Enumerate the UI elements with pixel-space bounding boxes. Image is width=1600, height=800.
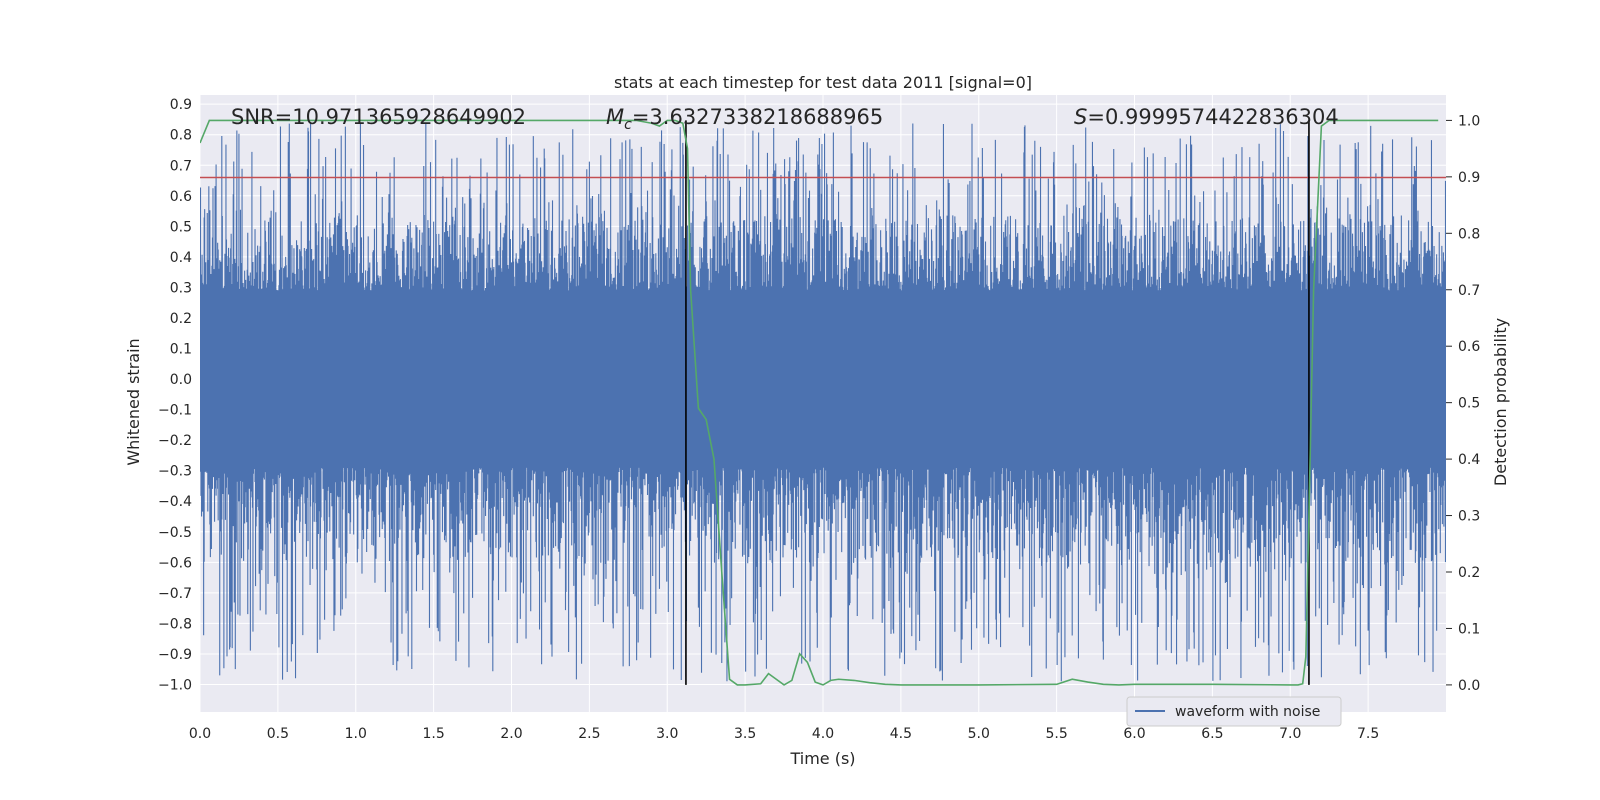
y-left-tick-label-16: −0.7 [158,586,192,602]
x-tick-label-9: 4.5 [890,726,912,742]
x-tick-label-12: 6.0 [1123,726,1145,742]
y-right-tick-label-3: 0.7 [1458,283,1480,299]
y-left-axis-ticks: 0.9 0.8 0.7 0.6 0.5 0.4 0.3 0.2 0.1 0.0 −0.1 −0.2 −0… [158,97,192,693]
s-annotation: S=0.9999574422836304 [1074,105,1339,129]
x-tick-label-13: 6.5 [1201,726,1223,742]
series-detection-probability [200,119,1439,686]
y-right-tick-label-2: 0.8 [1458,226,1480,242]
legend: waveform with noise [1126,696,1342,727]
y-right-tick-label-5: 0.5 [1458,396,1480,412]
y-right-tick-label-7: 0.3 [1458,509,1480,525]
y-right-tick-label-9: 0.1 [1458,621,1480,637]
x-tick-label-0: 0.0 [189,726,211,742]
y-right-axis-label: Detection probability [1491,318,1510,486]
x-tick-label-11: 5.5 [1045,726,1067,742]
x-tick-label-8: 4.0 [812,726,834,742]
x-tick-label-3: 1.5 [422,726,444,742]
x-tick-label-1: 0.5 [267,726,289,742]
chart-title: stats at each timestep for test data 201… [614,73,1032,92]
x-tick-label-4: 2.0 [500,726,522,742]
s-symbol: S [1074,105,1087,129]
y-left-tick-label-12: −0.3 [158,464,192,480]
y-right-tick-label-0: 1.0 [1458,113,1480,129]
y-right-tick-label-6: 0.4 [1458,452,1480,468]
y-left-tick-label-19: −1.0 [158,678,192,694]
plot-area [200,119,1446,686]
x-tick-label-10: 5.0 [968,726,990,742]
y-left-tick-label-14: −0.5 [158,525,192,541]
y-left-tick-label-1: 0.8 [170,128,192,144]
series-waveform-with-noise [200,122,1446,682]
x-tick-label-5: 2.5 [578,726,600,742]
x-tick-label-6: 3.0 [656,726,678,742]
y-left-tick-label-15: −0.6 [158,555,192,571]
y-left-tick-label-6: 0.3 [170,280,192,296]
legend-box [1126,696,1342,727]
x-axis-ticks: 0.0 0.5 1.0 1.5 2.0 2.5 3.0 3.5 4.0 4.5 5.0 5.5 6.0 6… [189,726,1379,742]
y-right-axis-ticks: 1.0 0.9 0.8 0.7 0.6 0.5 0.4 0.3 0.2 0.1 0.0 [1446,113,1480,694]
y-left-tick-label-4: 0.5 [170,219,192,235]
y-left-tick-label-2: 0.7 [170,158,192,174]
legend-label-waveform: waveform with noise [1175,704,1320,720]
y-right-tick-label-10: 0.0 [1458,678,1480,694]
y-left-axis-label: Whitened strain [124,338,143,465]
x-tick-label-7: 3.5 [734,726,756,742]
y-left-tick-label-7: 0.2 [170,311,192,327]
y-right-tick-label-4: 0.6 [1458,339,1480,355]
chirp-mass-annotation: Mc=3.6327338218688965 [606,105,883,133]
y-left-tick-label-10: −0.1 [158,403,192,419]
x-axis-label: Time (s) [789,749,855,768]
chirp-mass-subscript: c [624,117,632,133]
chirp-mass-symbol: M [606,105,624,129]
y-left-tick-label-18: −0.9 [158,647,192,663]
y-left-tick-label-3: 0.6 [170,189,192,205]
y-left-tick-label-11: −0.2 [158,433,192,449]
y-left-tick-label-8: 0.1 [170,342,192,358]
y-left-tick-label-5: 0.4 [170,250,192,266]
y-right-tick-label-8: 0.2 [1458,565,1480,581]
y-left-tick-label-0: 0.9 [170,97,192,113]
x-tick-label-2: 1.0 [345,726,367,742]
snr-annotation: SNR=10.971365928649902 [231,105,526,129]
chirp-mass-value: =3.6327338218688965 [632,105,883,129]
y-left-tick-label-13: −0.4 [158,494,192,510]
plot-clip-group [200,119,1446,686]
x-tick-label-15: 7.5 [1357,726,1379,742]
y-right-tick-label-1: 0.9 [1458,170,1480,186]
x-tick-label-14: 7.0 [1279,726,1301,742]
y-left-tick-label-9: 0.0 [170,372,192,388]
s-value: =0.9999574422836304 [1087,105,1338,129]
waveform-spikes [200,122,1446,682]
y-left-tick-label-17: −0.8 [158,616,192,632]
